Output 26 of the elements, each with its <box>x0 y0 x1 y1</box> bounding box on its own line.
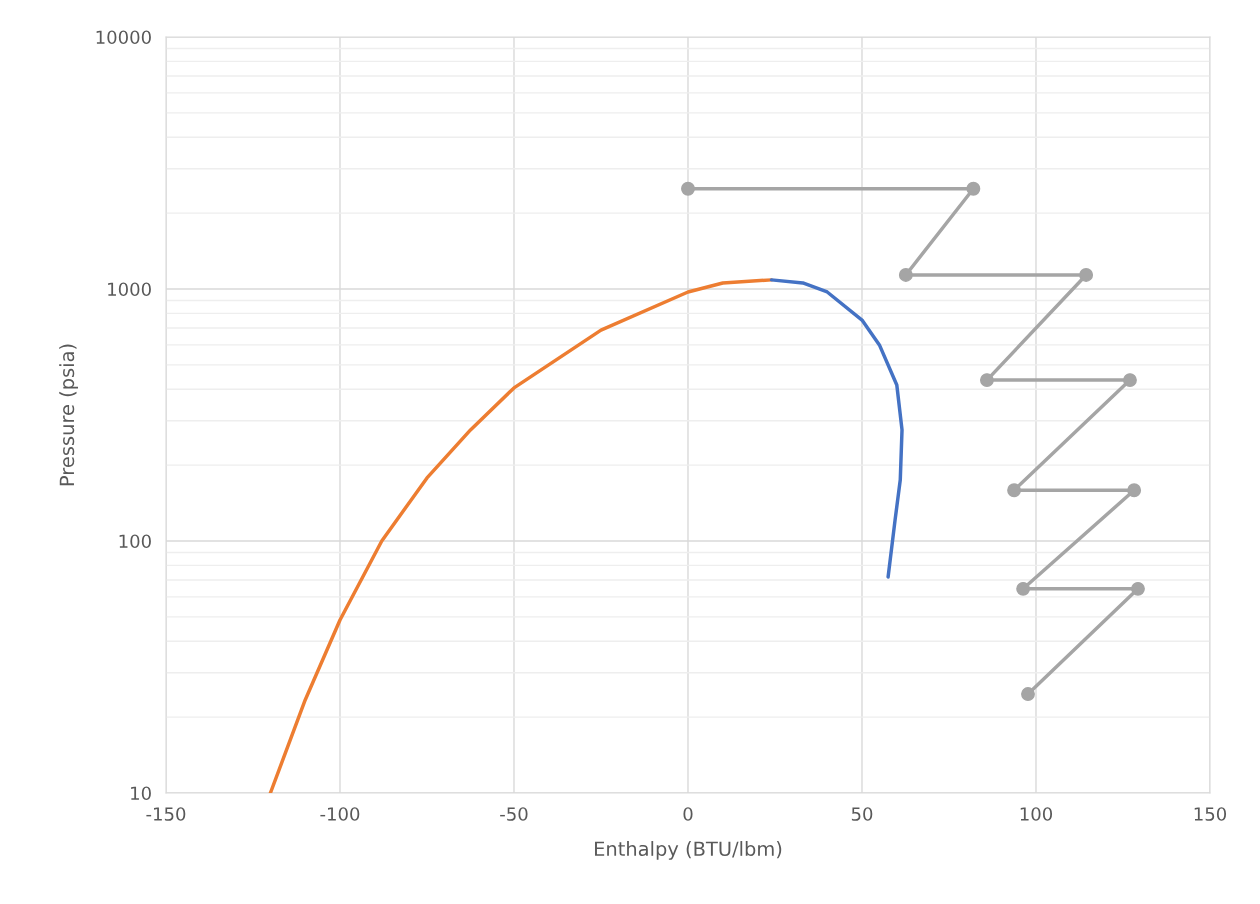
point <box>1021 687 1035 701</box>
x-tick-label: -100 <box>320 807 360 821</box>
x-tick-label: -150 <box>146 807 186 821</box>
line-series <box>769 278 904 579</box>
point <box>1007 483 1022 498</box>
x-axis-title: Enthalpy (BTU/lbm) <box>595 841 782 860</box>
y-axis-title: Pressure (psia) <box>59 344 79 486</box>
point <box>1131 581 1145 596</box>
y-tick-label: 1000 <box>108 282 151 297</box>
y-tick-label: 10 <box>131 786 151 801</box>
y-tick-label: 10000 <box>96 30 151 45</box>
x-tick-label: 100 <box>1020 807 1053 821</box>
point <box>681 181 695 196</box>
point <box>966 181 981 196</box>
point <box>979 373 994 388</box>
point <box>1123 373 1137 388</box>
point <box>898 268 913 282</box>
point <box>1127 483 1142 498</box>
point <box>1016 581 1031 596</box>
line-series <box>268 278 774 793</box>
point <box>1079 268 1094 282</box>
x-tick-label: 150 <box>1194 807 1227 821</box>
x-tick-label: 0 <box>683 807 693 821</box>
x-tick-label: 50 <box>851 807 873 821</box>
x-tick-label: -50 <box>500 807 528 821</box>
y-tick-label: 100 <box>119 534 151 549</box>
